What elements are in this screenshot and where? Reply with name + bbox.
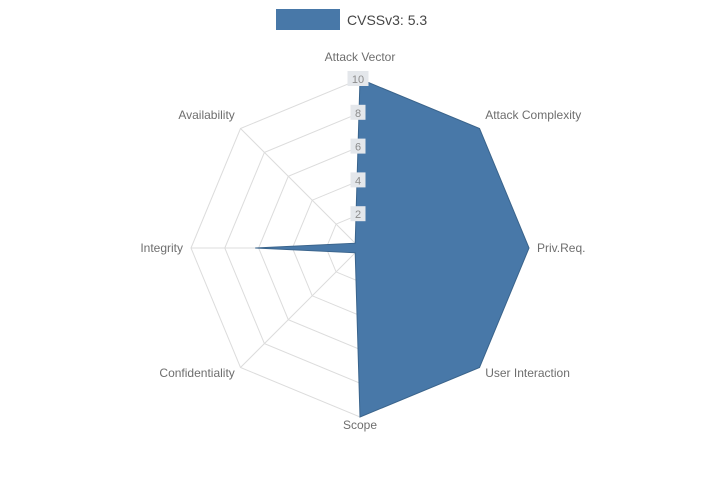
- radar-series-cvssv3: [255, 78, 530, 418]
- radar-spoke: [240, 247, 361, 368]
- axis-label-attack-vector: Attack Vector: [325, 50, 396, 64]
- tick-label-bg: [350, 104, 366, 120]
- tick-label: 10: [352, 74, 364, 86]
- axis-label-availability: Availability: [178, 108, 234, 122]
- tick-label: 2: [355, 209, 361, 221]
- tick-label-bg: [350, 172, 366, 188]
- axis-label-scope: Scope: [343, 418, 377, 432]
- axis-label-user-interaction: User Interaction: [485, 366, 570, 380]
- axis-label-attack-complexity: Attack Complexity: [485, 108, 581, 122]
- tick-label-bg: [350, 206, 366, 222]
- tick-label-bg: [347, 71, 369, 86]
- legend-item-cvssv3[interactable]: CVSSv3: 5.3: [276, 9, 427, 30]
- tick-label: 6: [355, 142, 361, 154]
- tick-label: 8: [355, 108, 361, 120]
- legend-swatch: [276, 9, 340, 30]
- axis-label-priv-req: Priv.Req.: [537, 241, 585, 255]
- legend-label: CVSSv3: 5.3: [347, 11, 428, 28]
- tick-label: 4: [355, 175, 361, 187]
- axis-label-confidentiality: Confidentiality: [159, 366, 234, 380]
- axis-label-integrity: Integrity: [140, 241, 183, 255]
- tick-label-bg: [350, 138, 366, 154]
- radar-spoke: [240, 128, 361, 249]
